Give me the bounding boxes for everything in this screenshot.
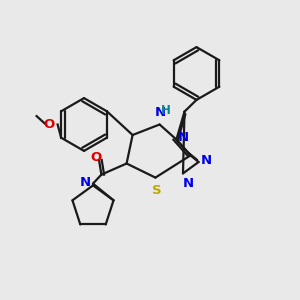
Text: N: N [154,106,166,119]
Text: S: S [152,184,161,196]
Text: O: O [90,151,102,164]
Text: N: N [80,176,91,189]
Text: N: N [200,154,212,167]
Text: N: N [177,130,189,144]
Text: H: H [161,104,170,117]
Text: N: N [183,177,194,190]
Text: O: O [44,118,55,131]
